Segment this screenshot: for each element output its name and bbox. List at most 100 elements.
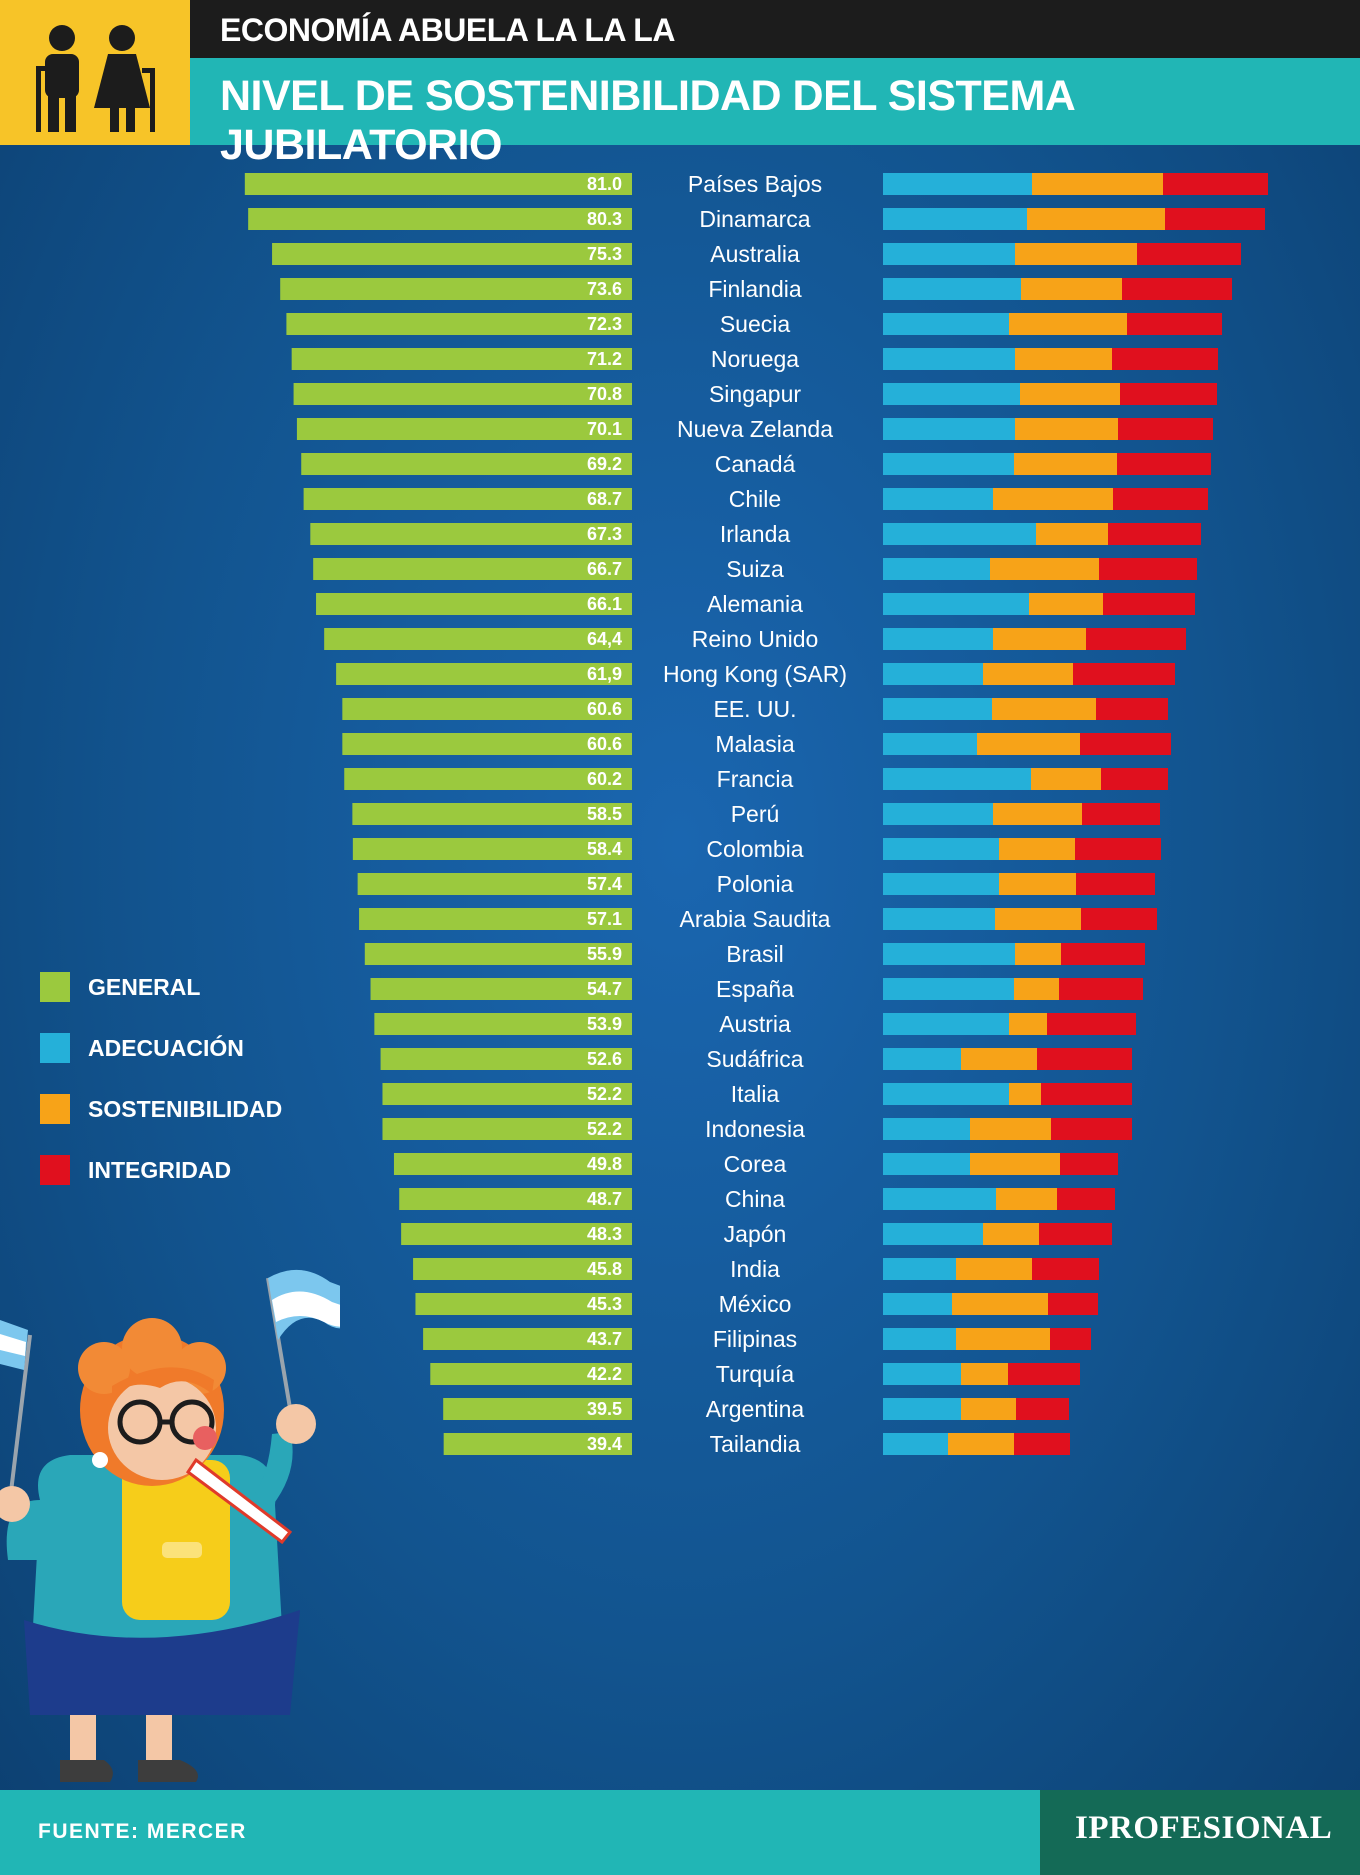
adecuacion-segment-ee-uu bbox=[883, 698, 992, 720]
general-value-australia: 75.3 bbox=[587, 244, 622, 264]
integridad-segment-china bbox=[1057, 1188, 1115, 1210]
general-bar-finlandia bbox=[280, 278, 632, 300]
adecuacion-segment-irlanda bbox=[883, 523, 1036, 545]
integridad-segment-peru bbox=[1082, 803, 1160, 825]
country-label-india: India bbox=[730, 1256, 780, 1282]
adecuacion-segment-mexico bbox=[883, 1293, 952, 1315]
general-value-china: 48.7 bbox=[587, 1189, 622, 1209]
general-value-argentina: 39.5 bbox=[587, 1399, 622, 1419]
sostenibilidad-segment-brasil bbox=[1015, 943, 1061, 965]
general-bar-australia bbox=[272, 243, 632, 265]
sostenibilidad-segment-nueva-zelanda bbox=[1015, 418, 1118, 440]
sostenibilidad-segment-india bbox=[956, 1258, 1032, 1280]
general-bar-italia bbox=[382, 1083, 632, 1105]
sostenibilidad-segment-suiza bbox=[990, 558, 1099, 580]
adecuacion-segment-dinamarca bbox=[883, 208, 1027, 230]
general-bar-reino-unido bbox=[324, 628, 632, 650]
sostenibilidad-segment-corea bbox=[970, 1153, 1060, 1175]
general-bar-paises-bajos bbox=[244, 173, 632, 195]
sostenibilidad-segment-sudafrica bbox=[961, 1048, 1037, 1070]
sostenibilidad-segment-australia bbox=[1015, 243, 1137, 265]
adecuacion-segment-tailandia bbox=[883, 1433, 948, 1455]
country-label-sudafrica: Sudáfrica bbox=[706, 1046, 803, 1072]
adecuacion-segment-argentina bbox=[883, 1398, 961, 1420]
general-value-malasia: 60.6 bbox=[587, 734, 622, 754]
country-label-japon: Japón bbox=[724, 1221, 787, 1247]
integridad-segment-corea bbox=[1060, 1153, 1118, 1175]
adecuacion-segment-chile bbox=[883, 488, 993, 510]
sostenibilidad-segment-mexico bbox=[952, 1293, 1048, 1315]
adecuacion-segment-hong-kong-sar bbox=[883, 663, 983, 685]
sostenibilidad-segment-chile bbox=[993, 488, 1113, 510]
general-value-tailandia: 39.4 bbox=[587, 1434, 622, 1454]
country-label-turquia: Turquía bbox=[716, 1361, 795, 1387]
general-bar-polonia bbox=[357, 873, 632, 895]
general-bar-hong-kong-sar bbox=[336, 663, 632, 685]
country-label-dinamarca: Dinamarca bbox=[699, 206, 810, 232]
general-value-sudafrica: 52.6 bbox=[587, 1049, 622, 1069]
sostenibilidad-segment-indonesia bbox=[970, 1118, 1051, 1140]
country-label-arabia-saudita: Arabia Saudita bbox=[680, 906, 831, 932]
country-label-paises-bajos: Países Bajos bbox=[688, 171, 822, 197]
general-bar-austria bbox=[374, 1013, 632, 1035]
adecuacion-segment-japon bbox=[883, 1223, 983, 1245]
integridad-segment-hong-kong-sar bbox=[1073, 663, 1175, 685]
general-value-francia: 60.2 bbox=[587, 769, 622, 789]
sostenibilidad-segment-polonia bbox=[999, 873, 1076, 895]
sostenibilidad-segment-francia bbox=[1031, 768, 1101, 790]
integridad-segment-indonesia bbox=[1051, 1118, 1132, 1140]
integridad-segment-singapur bbox=[1120, 383, 1217, 405]
integridad-segment-suecia bbox=[1127, 313, 1222, 335]
adecuacion-segment-paises-bajos bbox=[883, 173, 1032, 195]
adecuacion-segment-polonia bbox=[883, 873, 999, 895]
general-value-corea: 49.8 bbox=[587, 1154, 622, 1174]
general-value-paises-bajos: 81.0 bbox=[587, 174, 622, 194]
general-value-singapur: 70.8 bbox=[587, 384, 622, 404]
general-bar-suiza bbox=[313, 558, 632, 580]
country-label-singapur: Singapur bbox=[709, 381, 801, 407]
general-value-finlandia: 73.6 bbox=[587, 279, 622, 299]
general-value-hong-kong-sar: 61,9 bbox=[587, 664, 622, 684]
general-bar-espana bbox=[370, 978, 632, 1000]
country-label-polonia: Polonia bbox=[717, 871, 794, 897]
general-bar-peru bbox=[352, 803, 632, 825]
adecuacion-segment-austria bbox=[883, 1013, 1009, 1035]
country-label-alemania: Alemania bbox=[707, 591, 803, 617]
general-value-arabia-saudita: 57.1 bbox=[587, 909, 622, 929]
integridad-segment-paises-bajos bbox=[1163, 173, 1268, 195]
adecuacion-segment-reino-unido bbox=[883, 628, 993, 650]
sostenibilidad-segment-austria bbox=[1009, 1013, 1047, 1035]
sostenibilidad-segment-espana bbox=[1014, 978, 1059, 1000]
integridad-segment-italia bbox=[1041, 1083, 1132, 1105]
sostenibilidad-segment-colombia bbox=[999, 838, 1075, 860]
general-value-japon: 48.3 bbox=[587, 1224, 622, 1244]
adecuacion-segment-sudafrica bbox=[883, 1048, 961, 1070]
legend-swatch-integridad bbox=[40, 1155, 70, 1185]
general-value-austria: 53.9 bbox=[587, 1014, 622, 1034]
adecuacion-segment-noruega bbox=[883, 348, 1015, 370]
general-value-polonia: 57.4 bbox=[587, 874, 622, 894]
general-bar-corea bbox=[393, 1153, 632, 1175]
pension-chart: 81.0 Países Bajos 80.3 Dinamarca 75.3 Austral… bbox=[244, 171, 1268, 1457]
general-bar-canada bbox=[301, 453, 632, 475]
general-value-nueva-zelanda: 70.1 bbox=[587, 419, 622, 439]
integridad-segment-japon bbox=[1039, 1223, 1112, 1245]
integridad-segment-francia bbox=[1101, 768, 1168, 790]
country-label-australia: Australia bbox=[710, 241, 800, 267]
adecuacion-segment-suecia bbox=[883, 313, 1009, 335]
general-value-canada: 69.2 bbox=[587, 454, 622, 474]
country-label-austria: Austria bbox=[719, 1011, 791, 1037]
integridad-segment-australia bbox=[1137, 243, 1241, 265]
integridad-segment-argentina bbox=[1016, 1398, 1069, 1420]
integridad-segment-malasia bbox=[1080, 733, 1171, 755]
sostenibilidad-segment-japon bbox=[983, 1223, 1039, 1245]
adecuacion-segment-arabia-saudita bbox=[883, 908, 995, 930]
general-value-italia: 52.2 bbox=[587, 1084, 622, 1104]
sostenibilidad-segment-canada bbox=[1014, 453, 1117, 475]
elderly-couple-icon bbox=[36, 25, 155, 132]
country-label-espana: España bbox=[716, 976, 794, 1002]
general-bar-dinamarca bbox=[248, 208, 632, 230]
general-bar-turquia bbox=[430, 1363, 632, 1385]
general-bar-francia bbox=[344, 768, 632, 790]
footer-brand-box bbox=[1040, 1790, 1360, 1875]
